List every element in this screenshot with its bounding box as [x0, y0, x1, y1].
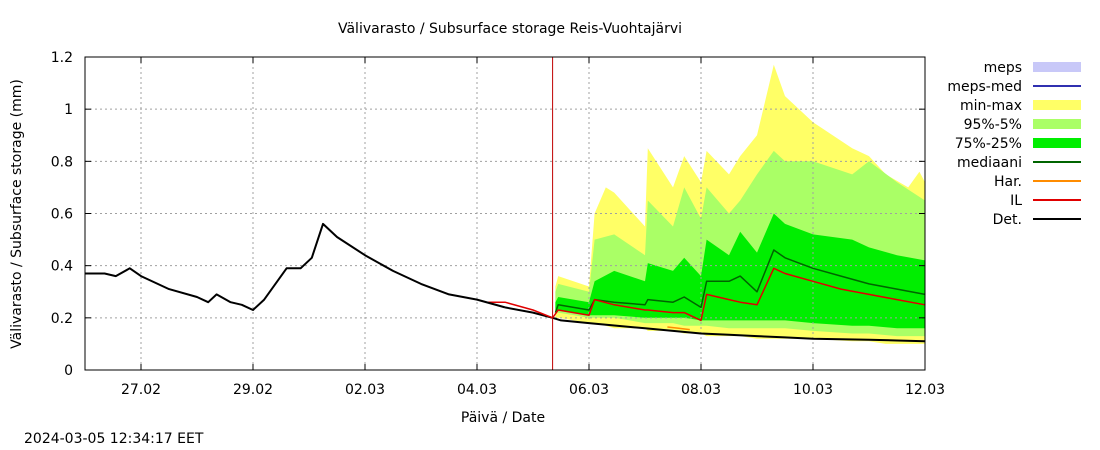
legend-swatch-meps: [1033, 62, 1081, 72]
x-tick-label: 27.02: [121, 382, 161, 398]
legend-swatch-minmax: [1033, 100, 1081, 110]
legend-label-mediaani: mediaani: [957, 155, 1022, 171]
y-tick-label: 0.4: [51, 259, 73, 275]
legend-label-il: IL: [1010, 193, 1022, 209]
legend-item-det: Det.: [993, 212, 1081, 228]
series-mediaani: [554, 249, 926, 313]
x-axis-label: Päivä / Date: [461, 410, 545, 426]
legend-item-minmax: min-max: [960, 98, 1081, 114]
legend-item-meps: meps: [984, 60, 1081, 76]
series-il: [488, 267, 926, 322]
legend-item-p95_5: 95%-5%: [964, 117, 1081, 133]
legend-label-p95_5: 95%-5%: [964, 117, 1022, 133]
legend-swatch-p75_25: [1033, 138, 1081, 148]
y-tick-label: 0: [64, 363, 73, 379]
x-tick-label: 10.03: [793, 382, 833, 398]
chart-title: Välivarasto / Subsurface storage Reis-Vu…: [338, 21, 682, 37]
legend: meps meps-med min-max 95%-5% 75%-25% mediaani…: [947, 60, 1081, 228]
y-tick-label: 1: [64, 102, 73, 118]
y-tick-label: 0.8: [51, 154, 73, 170]
legend-label-det: Det.: [993, 212, 1022, 228]
y-tick-label: 0.2: [51, 311, 73, 327]
x-tick-label: 08.03: [681, 382, 721, 398]
legend-item-meps_med: meps-med: [947, 79, 1081, 95]
legend-item-har: Har.: [994, 174, 1081, 190]
x-tick-label: 29.02: [233, 382, 273, 398]
y-axis-label: Välivarasto / Subsurface storage (mm): [9, 79, 25, 349]
timestamp: 2024-03-05 12:34:17 EET: [24, 431, 204, 447]
series-det: [504, 306, 926, 343]
series-har: [667, 326, 690, 331]
legend-swatch-p95_5: [1033, 119, 1081, 129]
x-tick-label: 12.03: [905, 382, 945, 398]
y-tick-label: 1.2: [51, 50, 73, 66]
legend-label-p75_25: 75%-25%: [955, 136, 1022, 152]
legend-label-meps_med: meps-med: [947, 79, 1022, 95]
x-tick-label: 02.03: [345, 382, 385, 398]
y-tick-label: 0.6: [51, 207, 73, 223]
legend-label-har: Har.: [994, 174, 1022, 190]
plot-area: 0 0.2 0.4 0.6 0.8 1 1.2 27.02 29.02 02.03 04.03 06.…: [51, 50, 945, 398]
legend-item-mediaani: mediaani: [957, 155, 1081, 171]
series-det-history: [85, 222, 506, 311]
legend-label-minmax: min-max: [960, 98, 1022, 114]
legend-item-il: IL: [1010, 193, 1081, 209]
legend-label-meps: meps: [984, 60, 1022, 76]
x-tick-label: 06.03: [569, 382, 609, 398]
x-tick-label: 04.03: [457, 382, 497, 398]
legend-item-p75_25: 75%-25%: [955, 136, 1081, 152]
